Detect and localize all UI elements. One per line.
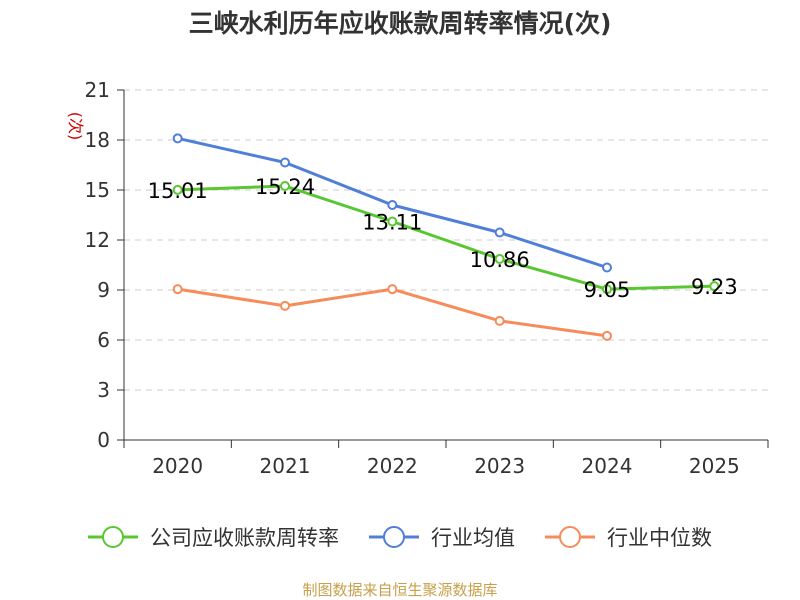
data-point bbox=[602, 330, 612, 341]
data-point bbox=[602, 284, 612, 295]
y-tick-label: 12 bbox=[85, 228, 110, 252]
y-tick-label: 0 bbox=[97, 428, 110, 452]
data-point bbox=[602, 262, 612, 273]
data-point bbox=[494, 227, 505, 238]
data-point bbox=[494, 254, 505, 264]
x-tick-label: 2024 bbox=[582, 454, 633, 478]
data-point bbox=[387, 216, 398, 227]
data-point bbox=[280, 157, 290, 168]
legend-label: 行业均值 bbox=[431, 526, 515, 550]
x-tick-label: 2023 bbox=[474, 454, 525, 478]
data-label: 9.23 bbox=[691, 275, 738, 299]
y-tick-label: 15 bbox=[85, 178, 110, 202]
data-point bbox=[709, 281, 720, 292]
x-tick-label: 2022 bbox=[367, 454, 418, 478]
data-point bbox=[172, 184, 183, 195]
y-axis-unit: (次) bbox=[66, 112, 85, 141]
legend-circle-marker bbox=[102, 526, 124, 548]
series-line bbox=[177, 184, 715, 291]
data-source-note: 制图数据来自恒生聚源数据库 bbox=[302, 581, 497, 599]
chart-title: 三峡水利历年应收账款周转率情况(次) bbox=[189, 9, 612, 38]
x-tick-label: 2021 bbox=[260, 454, 311, 478]
data-label: 10.86 bbox=[470, 248, 530, 272]
series-line bbox=[177, 287, 608, 338]
y-tick-label: 18 bbox=[85, 128, 110, 152]
data-label: 13.11 bbox=[362, 211, 422, 235]
data-label: 15.24 bbox=[255, 175, 315, 199]
x-tick-label: 2020 bbox=[152, 454, 203, 478]
legend-label: 行业中位数 bbox=[607, 526, 712, 550]
legend-circle-marker bbox=[383, 526, 405, 548]
y-tick-label: 3 bbox=[97, 378, 110, 402]
data-point bbox=[494, 315, 505, 326]
data-point bbox=[172, 284, 183, 295]
y-tick-label: 6 bbox=[97, 328, 110, 352]
data-label: 15.01 bbox=[148, 179, 208, 203]
data-label: 9.05 bbox=[584, 278, 631, 302]
legend-item[interactable]: 行业均值 bbox=[369, 526, 515, 550]
data-point bbox=[280, 181, 290, 191]
legend-item[interactable]: 公司应收账款周转率 bbox=[88, 526, 339, 550]
y-tick-label: 9 bbox=[97, 278, 110, 302]
legend-item[interactable]: 行业中位数 bbox=[545, 526, 712, 550]
legend-circle-marker bbox=[559, 526, 581, 548]
x-tick-label: 2025 bbox=[689, 454, 740, 478]
data-point bbox=[387, 284, 398, 295]
data-point bbox=[280, 300, 290, 311]
y-tick-label: 21 bbox=[85, 78, 110, 102]
data-point bbox=[387, 200, 398, 210]
legend-label: 公司应收账款周转率 bbox=[150, 526, 339, 550]
data-point bbox=[172, 133, 183, 144]
